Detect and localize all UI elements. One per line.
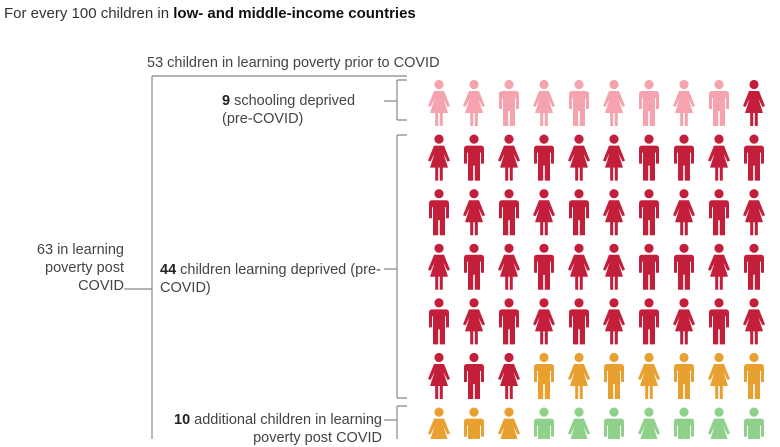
child-figure-learning <box>428 352 450 399</box>
child-figure-learning <box>603 298 625 345</box>
child-figure-additional <box>604 352 624 399</box>
child-figure-schooling <box>603 79 625 126</box>
schooling-deprived-text: schooling deprived (pre-COVID) <box>222 93 356 127</box>
child-figure-learning <box>464 352 484 399</box>
child-figure-other <box>604 407 624 439</box>
child-figure-learning <box>429 298 449 345</box>
schooling-bracket <box>384 79 407 121</box>
child-figure-schooling <box>463 79 485 126</box>
prior-covid-note: 53 children in learning poverty prior to… <box>147 55 440 71</box>
child-figure-other <box>744 407 764 439</box>
child-figure-additional <box>498 407 520 439</box>
child-figure-learning <box>534 243 554 290</box>
learning-bracket <box>384 134 407 399</box>
child-figure-learning <box>498 352 520 399</box>
prior-covid-bracket <box>124 75 407 439</box>
child-figure-additional <box>534 352 554 399</box>
child-figure-additional <box>464 407 484 439</box>
additional-children-count: 10 <box>174 412 191 428</box>
child-figure-learning <box>743 189 765 236</box>
child-figure-learning <box>709 298 729 345</box>
child-figure-learning <box>674 243 694 290</box>
child-figure-learning <box>569 298 589 345</box>
child-figure-learning <box>639 189 659 236</box>
child-figure-learning <box>568 134 590 181</box>
child-figure-learning <box>499 298 519 345</box>
child-figure-learning <box>498 243 520 290</box>
child-figure-learning <box>673 189 695 236</box>
child-figure-learning <box>499 189 519 236</box>
child-figure-additional <box>674 352 694 399</box>
child-figure-learning <box>743 298 765 345</box>
child-figure-learning <box>498 134 520 181</box>
post-covid-note: 63 in learning poverty post COVID <box>36 242 124 294</box>
child-figure-learning <box>463 189 485 236</box>
child-figure-schooling <box>499 79 519 126</box>
child-figure-additional <box>428 407 450 439</box>
child-figure-other <box>674 407 694 439</box>
child-figure-learning <box>603 243 625 290</box>
child-figure-schooling <box>533 79 555 126</box>
child-figure-learning <box>428 134 450 181</box>
child-figure-learning <box>603 134 625 181</box>
headline-emphasis: low- and middle-income countries <box>173 5 416 22</box>
child-figure-learning <box>744 243 764 290</box>
child-figure-learning <box>533 298 555 345</box>
child-figure-learning <box>744 134 764 181</box>
child-figure-learning <box>603 189 625 236</box>
child-figure-learning <box>463 298 485 345</box>
child-figure-schooling <box>639 79 659 126</box>
child-figure-learning <box>429 189 449 236</box>
child-figure-learning <box>639 243 659 290</box>
headline: For every 100 children in low- and middl… <box>4 5 416 22</box>
child-figure-additional <box>708 352 730 399</box>
child-figure-learning <box>464 134 484 181</box>
schooling-deprived-count: 9 <box>222 93 231 109</box>
brackets <box>124 75 407 439</box>
child-figure-learning <box>708 134 730 181</box>
child-figure-learning <box>709 189 729 236</box>
child-figure-other <box>568 407 590 439</box>
child-figure-other <box>708 407 730 439</box>
child-figure-additional <box>568 352 590 399</box>
child-figure-learning <box>674 134 694 181</box>
child-figure-additional <box>744 352 764 399</box>
child-figure-other <box>534 407 554 439</box>
child-figure-learning <box>708 243 730 290</box>
child-figure-learning <box>639 298 659 345</box>
child-figures <box>428 79 765 439</box>
child-figure-schooling <box>428 79 450 126</box>
child-figure-learning <box>743 79 765 126</box>
child-figure-learning <box>568 243 590 290</box>
learning-deprived-text: children learning deprived (pre-COVID) <box>160 262 381 296</box>
child-figure-learning <box>673 298 695 345</box>
child-figure-other <box>638 407 660 439</box>
learning-deprived-count: 44 <box>160 262 177 278</box>
schooling-deprived-label: 9 schooling deprived (pre-COVID) <box>222 92 382 128</box>
child-figure-schooling <box>673 79 695 126</box>
child-figure-learning <box>534 134 554 181</box>
child-figure-learning <box>533 189 555 236</box>
child-figure-additional <box>638 352 660 399</box>
child-figure-schooling <box>569 79 589 126</box>
learning-deprived-label: 44 children learning deprived (pre-COVID… <box>160 261 382 297</box>
child-figure-learning <box>639 134 659 181</box>
additional-bracket <box>384 405 407 439</box>
child-figure-learning <box>569 189 589 236</box>
child-figure-schooling <box>709 79 729 126</box>
headline-prefix: For every 100 children in <box>4 5 174 22</box>
child-figure-learning <box>428 243 450 290</box>
child-figure-learning <box>464 243 484 290</box>
